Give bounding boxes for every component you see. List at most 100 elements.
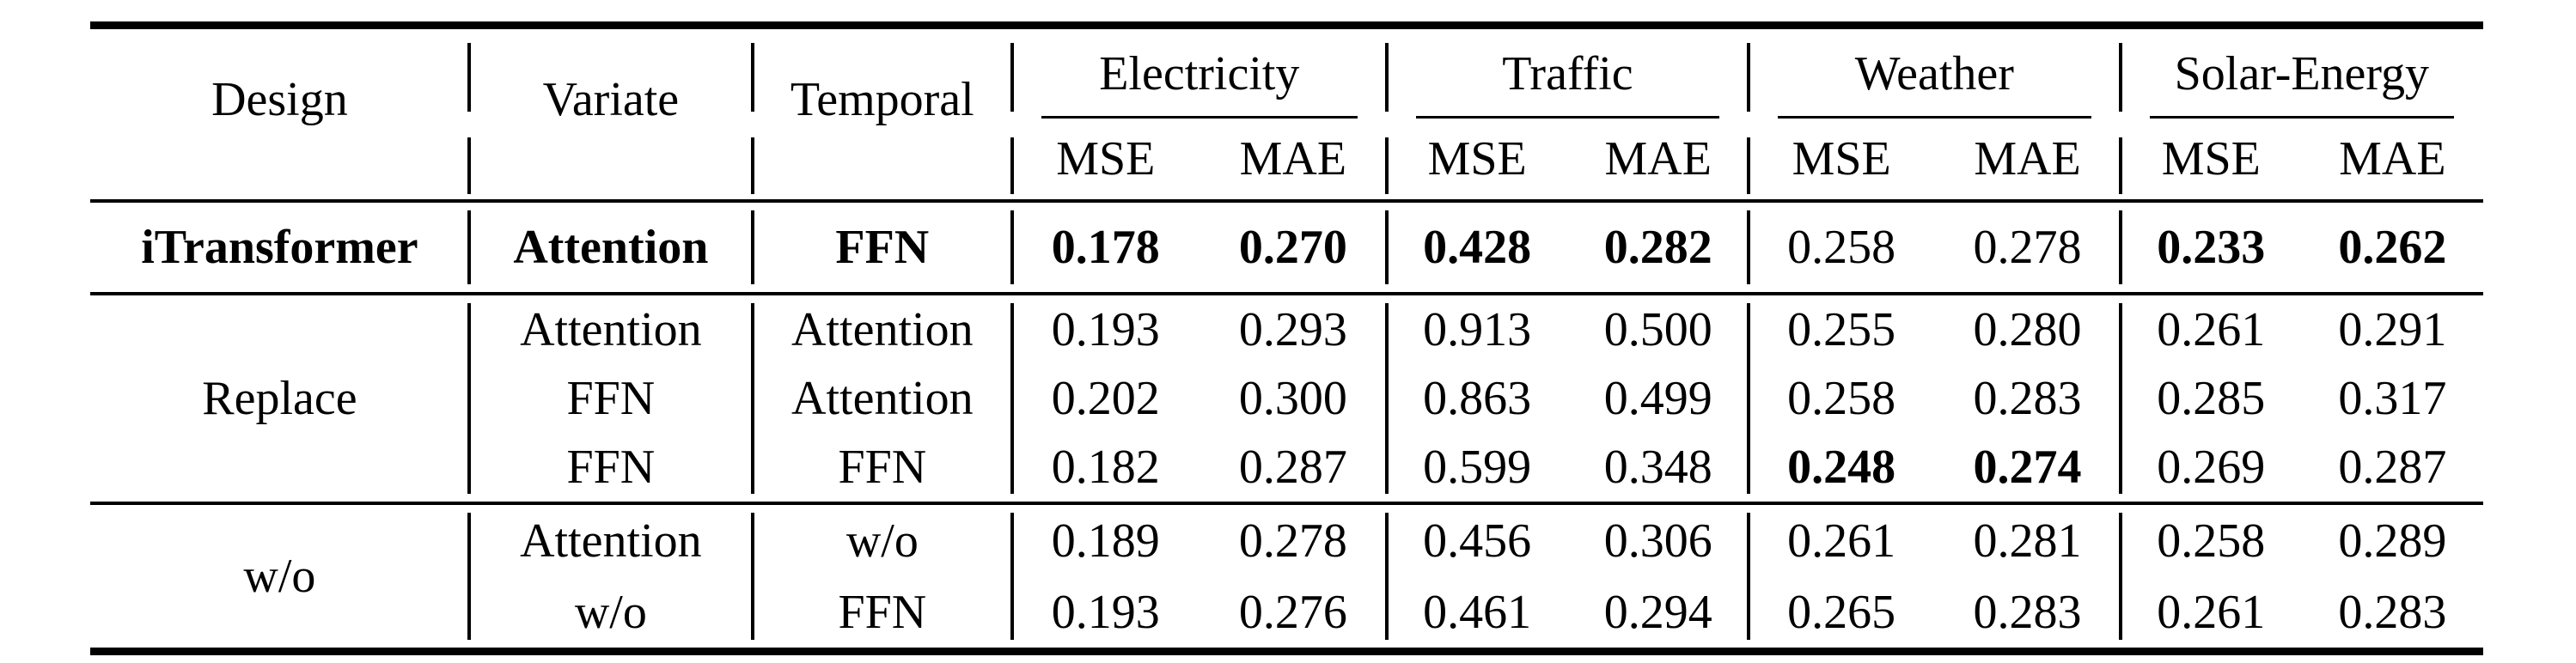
vertical-divider bbox=[467, 303, 471, 494]
metric-value: 0.278 bbox=[1973, 221, 2082, 274]
metric-value: 0.282 bbox=[1603, 221, 1712, 274]
vertical-divider bbox=[1010, 513, 1014, 640]
metric-value: 0.182 bbox=[1051, 441, 1160, 494]
metric-value: 0.317 bbox=[2338, 372, 2447, 425]
vertical-divider bbox=[467, 137, 471, 194]
metric-value: 0.261 bbox=[2157, 585, 2266, 639]
vertical-divider bbox=[2118, 43, 2122, 112]
header-mae: MAE bbox=[1239, 132, 1347, 186]
temporal-cell: FFN bbox=[838, 585, 927, 639]
dataset-label: Electricity bbox=[1099, 47, 1300, 100]
metric-value: 0.348 bbox=[1603, 441, 1712, 494]
design-label: iTransformer bbox=[141, 221, 418, 274]
temporal-cell: FFN bbox=[835, 221, 930, 274]
dataset-label: Weather bbox=[1854, 47, 2014, 100]
temporal-cell: Attention bbox=[791, 372, 974, 425]
metric-value: 0.258 bbox=[2157, 514, 2266, 568]
vertical-divider bbox=[750, 210, 754, 284]
metric-value: 0.193 bbox=[1051, 585, 1160, 639]
header-dataset-electricity: Electricity bbox=[1012, 29, 1387, 119]
vertical-divider bbox=[750, 43, 754, 112]
metric-value: 0.306 bbox=[1603, 514, 1712, 568]
vertical-divider bbox=[1747, 210, 1750, 284]
variate-cell: FFN bbox=[566, 441, 656, 494]
metric-value: 0.276 bbox=[1238, 585, 1347, 639]
row-itransformer: iTransformer Attention FFN 0.178 0.270 0… bbox=[90, 203, 2483, 292]
vertical-divider bbox=[1010, 210, 1014, 284]
metric-value: 0.262 bbox=[2338, 221, 2447, 274]
header-mse: MSE bbox=[1427, 132, 1527, 186]
metric-value: 0.258 bbox=[1787, 221, 1896, 274]
metric-value: 0.283 bbox=[1973, 372, 2082, 425]
metric-value: 0.863 bbox=[1423, 372, 1532, 425]
metric-value: 0.294 bbox=[1603, 585, 1712, 639]
metric-value: 0.258 bbox=[1787, 372, 1896, 425]
temporal-cell: Attention bbox=[791, 303, 974, 356]
metric-value: 0.293 bbox=[1238, 303, 1347, 356]
metric-value: 0.269 bbox=[2157, 441, 2266, 494]
cmidrule bbox=[1415, 116, 1719, 119]
metric-value: 0.461 bbox=[1423, 585, 1532, 639]
variate-cell: Attention bbox=[513, 221, 709, 274]
header-design: Design bbox=[211, 73, 348, 126]
metric-value: 0.265 bbox=[1787, 585, 1896, 639]
metric-value: 0.283 bbox=[1973, 585, 2082, 639]
metric-value: 0.283 bbox=[2338, 585, 2447, 639]
section-rule bbox=[90, 292, 2483, 295]
metric-value: 0.285 bbox=[2157, 372, 2266, 425]
header-mse: MSE bbox=[1792, 132, 1891, 186]
metric-value: 0.178 bbox=[1051, 221, 1160, 274]
metric-value: 0.499 bbox=[1603, 372, 1712, 425]
metric-value: 0.274 bbox=[1973, 441, 2082, 494]
vertical-divider bbox=[1010, 303, 1014, 494]
vertical-divider bbox=[750, 303, 754, 494]
vertical-divider bbox=[2118, 137, 2122, 194]
header-dataset-solar-energy: Solar-Energy bbox=[2121, 29, 2483, 119]
temporal-cell: FFN bbox=[838, 441, 927, 494]
header-temporal: Temporal bbox=[790, 73, 974, 126]
metric-value: 0.278 bbox=[1238, 514, 1347, 568]
dataset-label: Solar-Energy bbox=[2174, 47, 2430, 100]
metric-value: 0.281 bbox=[1973, 514, 2082, 568]
results-table: Design Variate Temporal Electricity Traf… bbox=[90, 21, 2483, 655]
header-mae: MAE bbox=[1604, 132, 1712, 186]
table-top-rule bbox=[90, 21, 2483, 29]
vertical-divider bbox=[750, 137, 754, 194]
header-dataset-weather: Weather bbox=[1749, 29, 2121, 119]
cmidrule bbox=[2149, 116, 2454, 119]
metric-value: 0.270 bbox=[1238, 221, 1347, 274]
metric-value: 0.428 bbox=[1423, 221, 1532, 274]
section-without: w/o Attention w/o 0.189 0.278 0.456 0.30… bbox=[90, 505, 2483, 648]
header-bottom-rule bbox=[90, 199, 2483, 203]
vertical-divider bbox=[467, 210, 471, 284]
vertical-divider bbox=[1747, 303, 1750, 494]
variate-cell: w/o bbox=[574, 585, 647, 639]
vertical-divider bbox=[1010, 43, 1014, 112]
metric-value: 0.261 bbox=[2157, 303, 2266, 356]
design-label: w/o bbox=[243, 550, 316, 603]
metric-value: 0.193 bbox=[1051, 303, 1160, 356]
vertical-divider bbox=[467, 43, 471, 112]
table-bottom-rule bbox=[90, 648, 2483, 655]
metric-value: 0.287 bbox=[2338, 441, 2447, 494]
metric-value: 0.291 bbox=[2338, 303, 2447, 356]
vertical-divider bbox=[1384, 137, 1389, 194]
vertical-divider bbox=[1384, 43, 1389, 112]
vertical-divider bbox=[1747, 137, 1750, 194]
vertical-divider bbox=[2118, 210, 2122, 284]
header-dataset-traffic: Traffic bbox=[1387, 29, 1749, 119]
metric-value: 0.500 bbox=[1603, 303, 1712, 356]
dataset-label: Traffic bbox=[1502, 47, 1633, 100]
vertical-divider bbox=[1384, 513, 1389, 640]
section-replace: Replace Attention Attention 0.193 0.293 … bbox=[90, 295, 2483, 502]
metric-value: 0.300 bbox=[1238, 372, 1347, 425]
variate-cell: Attention bbox=[520, 514, 702, 568]
metric-value: 0.202 bbox=[1051, 372, 1160, 425]
variate-cell: FFN bbox=[566, 372, 656, 425]
header-mae: MAE bbox=[2339, 132, 2446, 186]
cmidrule bbox=[1777, 116, 2091, 119]
cmidrule bbox=[1041, 116, 1358, 119]
metric-value: 0.287 bbox=[1238, 441, 1347, 494]
section-rule bbox=[90, 502, 2483, 505]
